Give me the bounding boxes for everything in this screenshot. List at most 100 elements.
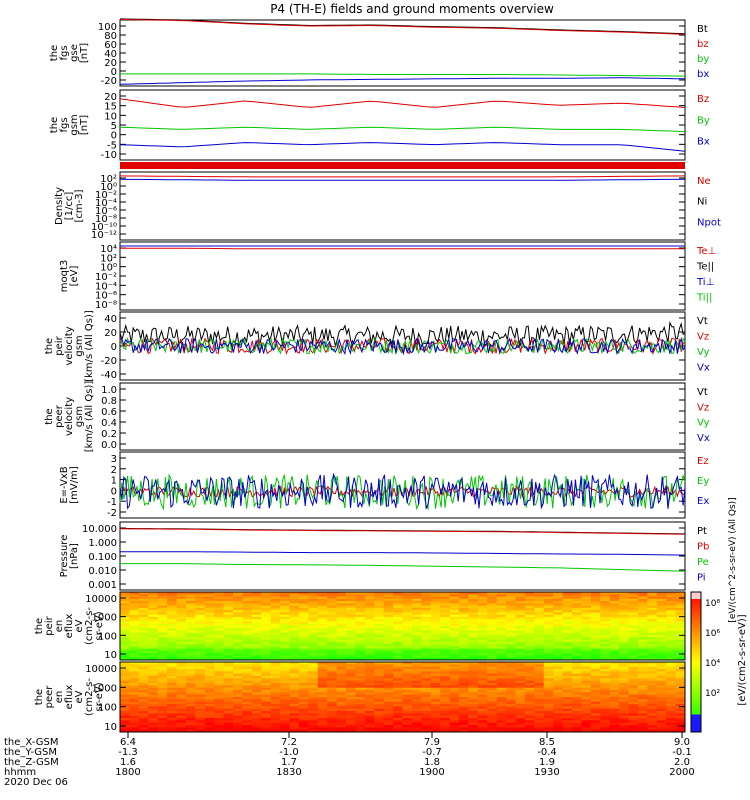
spectrogram-cell (600, 713, 611, 717)
spectrogram-cell (656, 621, 667, 625)
spectrogram-cell (393, 592, 403, 595)
spectrogram-cell (346, 692, 356, 696)
spectrogram-cell (327, 676, 338, 679)
spectrogram-cell (383, 680, 394, 684)
spectrogram-cell (393, 701, 403, 705)
spectrogram-cell (440, 692, 451, 696)
spectrogram-cell (506, 598, 516, 602)
spectrogram-cell (609, 727, 620, 731)
spectrogram-cell (261, 610, 272, 613)
spectrogram-cell (261, 614, 272, 618)
spectrogram-cell (336, 626, 347, 629)
spectrogram-cell (477, 648, 488, 652)
spectrogram-cell (214, 669, 225, 672)
spectrogram-cell (251, 628, 262, 632)
spectrogram-cell (223, 623, 234, 627)
spectrogram-cell (553, 598, 564, 602)
spectrogram-cell (355, 683, 366, 686)
colorbar-cell (691, 595, 701, 600)
y-tick-label: 10000 (85, 594, 117, 605)
spectrogram-cell (572, 592, 582, 595)
spectrogram-cell (214, 626, 225, 629)
spectrogram-cell (572, 655, 582, 659)
spectrogram-cell (534, 701, 545, 705)
spectrogram-cell (214, 594, 225, 598)
y-tick-label: 1.0 (101, 385, 117, 396)
spectrogram-cell (524, 680, 535, 684)
spectrogram-cell (308, 666, 319, 670)
spectrogram-cell (468, 592, 479, 595)
spectrogram-cell (195, 666, 206, 670)
spectrogram-cell (308, 594, 319, 598)
spectrogram-cell (336, 694, 347, 698)
spectrogram-cell (270, 605, 281, 609)
spectrogram-cell (327, 605, 338, 609)
spectrogram-cell (534, 610, 545, 613)
spectrogram-cell (534, 685, 545, 689)
spectrogram-cell (251, 598, 262, 602)
spectrogram-cell (430, 687, 441, 691)
spectrogram-cell (581, 690, 592, 693)
spectrogram-cell (129, 619, 140, 622)
spectrogram-cell (553, 614, 564, 618)
spectrogram-cell (647, 632, 658, 636)
spectrogram-cell (572, 637, 582, 641)
spectrogram-cell (129, 669, 140, 672)
spectrogram-cell (148, 694, 159, 698)
spectrogram-cell (628, 687, 639, 691)
spectrogram-cell (637, 697, 648, 700)
spectrogram-cell (346, 669, 356, 672)
spectrogram-cell (506, 676, 516, 679)
spectrogram-cell (515, 601, 526, 604)
spectrogram-cell (666, 632, 677, 636)
spectrogram-cell (637, 666, 648, 670)
x-axis-row-label: the_Z-GSM (4, 757, 59, 768)
spectrogram-cell (543, 644, 554, 647)
spectrogram-cell (327, 704, 338, 707)
spectrogram-cell (327, 616, 338, 620)
spectrogram-cell (233, 725, 243, 728)
spectrogram-cell (421, 639, 432, 643)
colorbar-cell (691, 707, 701, 712)
spectrogram-cell (543, 697, 554, 700)
spectrogram-cell (581, 706, 592, 710)
spectrogram-cell (167, 727, 177, 731)
spectrogram-cell (214, 673, 225, 677)
spectrogram-cell (298, 699, 309, 703)
spectrogram-cell (195, 718, 206, 721)
spectrogram-cell (138, 727, 149, 731)
y-axis-label: [km/s (All Qs)] (84, 310, 95, 382)
spectrogram-cell (411, 708, 422, 712)
spectrogram-cell (647, 601, 658, 604)
spectrogram-cell (346, 626, 356, 629)
spectrogram-cell (468, 607, 479, 611)
spectrogram-cell (515, 644, 526, 647)
spectrogram-cell (506, 603, 516, 607)
spectrogram-cell (167, 685, 177, 689)
spectrogram-cell (214, 687, 225, 691)
spectrogram-cell (430, 715, 441, 719)
spectrogram-cell (402, 655, 413, 659)
spectrogram-cell (487, 711, 498, 714)
spectrogram-cell (317, 701, 328, 705)
spectrogram-cell (327, 614, 338, 618)
spectrogram-cell (506, 657, 516, 661)
y-axis-label: E=-VxB (59, 466, 70, 503)
spectrogram-cell (628, 614, 639, 618)
spectrogram-cell (637, 725, 648, 728)
spectrogram-cell (477, 720, 488, 724)
spectrogram-cell (185, 598, 196, 602)
spectrogram-cell (374, 697, 385, 700)
spectrogram-cell (496, 678, 507, 682)
spectrogram-cell (195, 619, 206, 622)
spectrogram-cell (600, 680, 611, 684)
spectrogram-cell (261, 592, 272, 595)
colorbar-cell (691, 602, 701, 607)
spectrogram-cell (666, 690, 677, 693)
spectrogram-cell (393, 610, 403, 613)
spectrogram-cell (129, 718, 140, 721)
spectrogram-cell (157, 720, 168, 724)
spectrogram-cell (280, 692, 290, 696)
spectrogram-cell (590, 648, 601, 652)
y-axis-label: eV (74, 690, 85, 703)
